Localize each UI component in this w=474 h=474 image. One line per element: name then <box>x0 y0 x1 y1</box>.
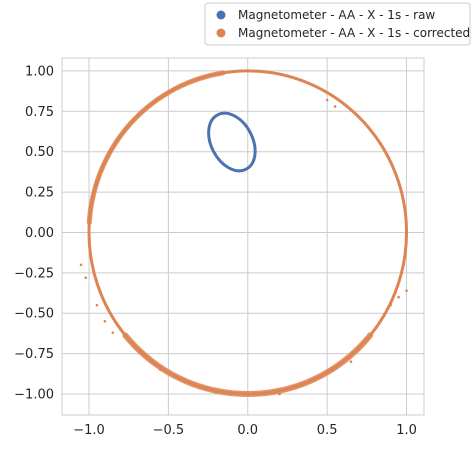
series-corrected-point <box>198 77 202 81</box>
legend-marker-corrected <box>216 28 226 38</box>
legend-label-corrected: Magnetometer - AA - X - 1s - corrected <box>238 26 470 40</box>
series-corrected-point <box>357 347 361 351</box>
series-corrected-point <box>278 392 281 396</box>
series-corrected-point <box>95 303 99 307</box>
y-axis: 1.00 0.75 0.50 0.25 0.00 −0.25 −0.50 −0.75 −1.00 <box>14 64 54 402</box>
legend-box <box>204 2 471 46</box>
series-corrected-point <box>84 276 88 279</box>
legend: Magnetometer - AA - X - 1s - raw Magneto… <box>204 2 471 46</box>
series-corrected-dense-left <box>86 70 226 225</box>
legend-label-raw: Magnetometer - AA - X - 1s - raw <box>238 8 435 22</box>
series-corrected-point <box>333 105 337 108</box>
x-tick-label: 0.0 <box>237 423 258 438</box>
series-layer <box>79 69 409 398</box>
series-corrected-point <box>111 331 115 334</box>
series-corrected-point <box>103 320 107 323</box>
y-tick-label: 0.00 <box>25 226 54 241</box>
series-corrected-point <box>325 98 329 102</box>
series-corrected-point <box>214 391 218 394</box>
y-tick-label: 0.50 <box>25 145 54 160</box>
series-corrected-point <box>79 263 83 267</box>
y-tick-label: 0.25 <box>25 186 54 201</box>
y-tick-label: −1.00 <box>14 388 54 403</box>
plot-area <box>61 57 425 416</box>
series-corrected-point <box>397 295 400 299</box>
y-tick-label: 0.75 <box>25 105 54 120</box>
x-tick-label: 1.0 <box>396 423 417 438</box>
series-corrected-point <box>389 303 392 307</box>
x-axis: −1.0 −0.5 0.0 0.5 1.0 <box>73 423 417 438</box>
legend-marker-raw <box>216 10 226 20</box>
grid-lines <box>62 58 424 415</box>
y-tick-label: 1.00 <box>25 64 54 79</box>
series-corrected-dense-bottom <box>122 332 374 398</box>
y-tick-label: −0.75 <box>14 347 54 362</box>
y-tick-label: −0.25 <box>14 266 54 281</box>
series-corrected-point <box>405 289 408 292</box>
series-raw-ellipse <box>207 111 257 173</box>
x-tick-label: 0.5 <box>317 423 338 438</box>
x-tick-label: −1.0 <box>73 423 105 438</box>
x-tick-label: −0.5 <box>153 423 185 438</box>
y-tick-label: −0.50 <box>14 307 54 322</box>
series-corrected-point <box>159 368 162 372</box>
series-corrected-point <box>349 360 353 363</box>
